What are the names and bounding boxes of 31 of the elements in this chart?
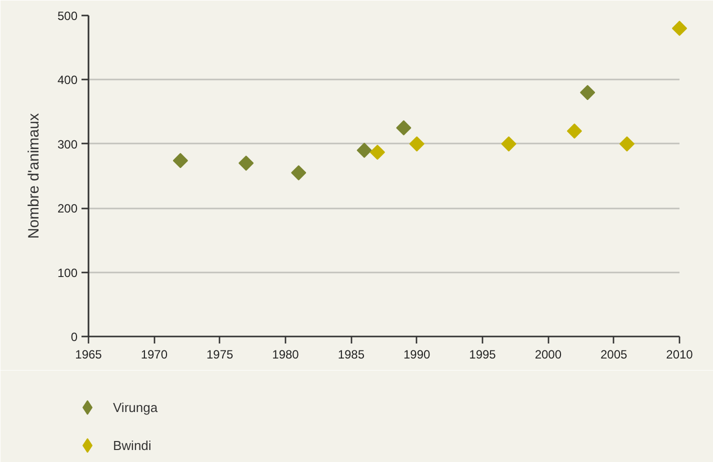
point [396,120,412,136]
y-tick-label: 500 [57,9,78,23]
x-tick-label: 1970 [140,348,168,362]
point [172,153,188,168]
x-tick-label: 1985 [338,348,365,362]
legend-label: Bwindi [113,438,152,452]
point [238,156,254,171]
point [672,20,688,36]
x-tick-label: 1995 [469,348,496,362]
x-tick-label: 1990 [403,348,431,362]
point [619,136,635,152]
x-tick-label: 2000 [534,348,562,362]
x-tick-label: 1975 [206,348,234,362]
y-tick-label: 300 [57,137,78,152]
point [580,84,596,100]
x-tick-label: 2005 [600,348,628,362]
y-tick-label: 100 [57,266,78,280]
y-tick-label: 400 [57,73,78,88]
point [291,165,306,180]
point [501,136,516,152]
x-tick-label: 1980 [272,348,300,362]
legend-label: Virunga [113,400,158,414]
point [356,142,372,158]
point [566,123,582,139]
y-axis-title: Nombre d'animaux [25,112,42,239]
y-tick-label: 200 [57,202,78,216]
y-tick-label: 0 [70,330,78,344]
x-tick-label: 2010 [666,348,694,362]
point [370,144,386,160]
x-tick-label: 1965 [75,348,102,362]
point [409,136,424,152]
